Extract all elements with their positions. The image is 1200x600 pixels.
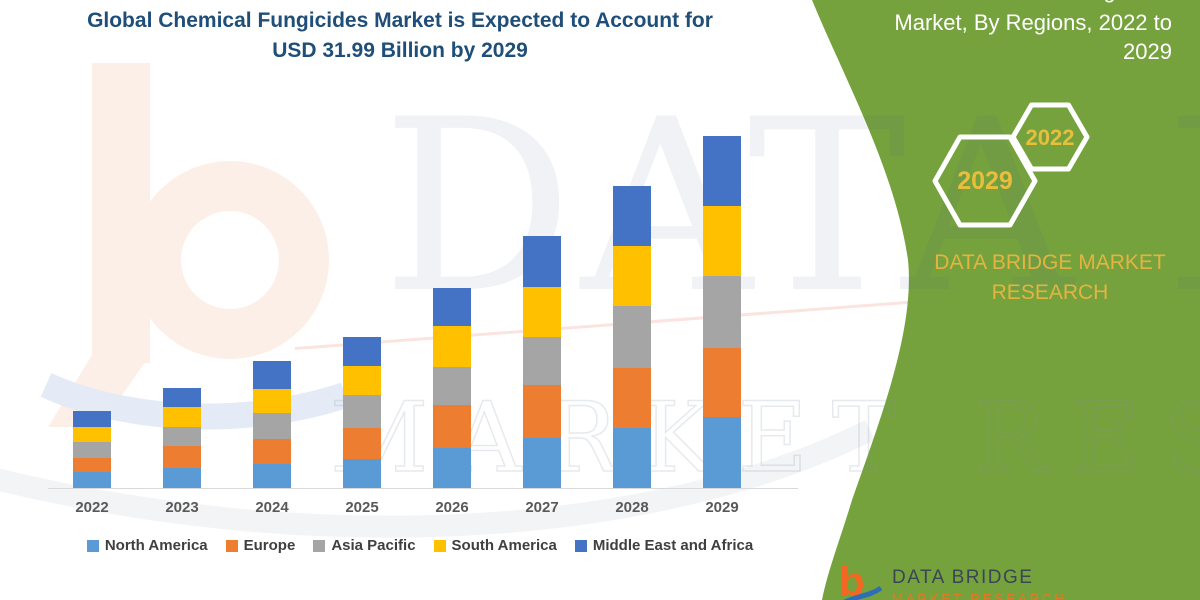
stacked-bar-2028 [613, 186, 651, 488]
bar-segment-2026-north-america [433, 448, 471, 488]
bar-segment-2029-middle-east-and-africa [703, 136, 741, 206]
bar-segment-2028-middle-east-and-africa [613, 186, 651, 246]
x-axis-label-2024: 2024 [255, 499, 289, 516]
footer-logo-brand: DATA BRIDGE [892, 567, 1034, 588]
chart-title-line1: Global Chemical Fungicides Market is Exp… [87, 9, 713, 32]
bar-segment-2027-middle-east-and-africa [523, 236, 561, 287]
legend-swatch-icon [225, 539, 238, 552]
brand-heading: DATA BRIDGE MARKET RESEARCH [905, 248, 1195, 308]
bar-segment-2025-south-america [343, 366, 381, 395]
stacked-bar-2024 [253, 361, 291, 488]
hexagon-2029 [932, 134, 1038, 228]
legend-label: Europe [243, 537, 296, 554]
bar-segment-2024-europe [253, 439, 291, 464]
hexagon-2029-label: 2029 [957, 167, 1013, 195]
bar-segment-2028-asia-pacific [613, 306, 651, 368]
bar-segment-2022-north-america [73, 472, 111, 488]
bar-segment-2023-europe [163, 446, 201, 468]
stacked-bar-2022 [73, 411, 111, 488]
legend-item-middle-east-and-africa: Middle East and Africa [574, 537, 754, 554]
year-hexagons: 2029 2022 [932, 102, 1090, 228]
bar-segment-2023-north-america [163, 468, 201, 488]
bar-segment-2028-south-america [613, 246, 651, 306]
footer-logo: b DATA BRIDGE MARKET RESEARCH [838, 562, 1067, 600]
bar-chart: 2022 2023 2024 2025 2026 2027 2028 2029 [73, 136, 741, 516]
b-bowl [131, 161, 329, 359]
legend-label: South America [451, 537, 557, 554]
bar-segment-2022-south-america [73, 427, 111, 442]
bar-segment-2024-south-america [253, 389, 291, 413]
legend-item-europe: Europe [225, 537, 296, 554]
panel-heading-line2: 2029 [1123, 39, 1172, 64]
chart-title: Global Chemical Fungicides Market is Exp… [60, 6, 740, 66]
bar-segment-2022-europe [73, 458, 111, 472]
bar-segment-2026-middle-east-and-africa [433, 288, 471, 326]
bar-segment-2029-europe [703, 348, 741, 417]
x-axis-label-2026: 2026 [435, 499, 469, 516]
footer-logo-b-icon: b [839, 562, 882, 600]
bar-segment-2028-north-america [613, 428, 651, 488]
bar-segment-2023-middle-east-and-africa [163, 388, 201, 407]
footer-logo-sub: MARKET RESEARCH [892, 591, 1067, 600]
x-axis-label-2023: 2023 [165, 499, 199, 516]
x-axis-label-2022: 2022 [75, 499, 109, 516]
x-axis-line [48, 488, 798, 489]
x-axis-label-2025: 2025 [345, 499, 379, 516]
legend-item-south-america: South America [433, 537, 557, 554]
chart-legend: North America Europe Asia Pacific South Ame… [38, 537, 802, 554]
b-stem [92, 63, 150, 363]
panel-heading-clipped-line: Global Chemical Fungicides [898, 0, 1172, 6]
bar-segment-2025-north-america [343, 459, 381, 488]
bar-segment-2026-asia-pacific [433, 367, 471, 405]
bar-segment-2029-north-america [703, 417, 741, 488]
bar-segment-2027-asia-pacific [523, 337, 561, 385]
bar-segment-2027-south-america [523, 287, 561, 337]
legend-label: North America [104, 537, 208, 554]
bar-segment-2023-asia-pacific [163, 427, 201, 446]
hexagon-2022 [1010, 102, 1090, 172]
bar-segment-2027-north-america [523, 438, 561, 488]
legend-swatch-icon [313, 539, 326, 552]
stacked-bar-2027 [523, 236, 561, 488]
legend-item-asia-pacific: Asia Pacific [313, 537, 416, 554]
bar-segment-2027-europe [523, 385, 561, 438]
bar-segment-2026-europe [433, 405, 471, 448]
bar-segment-2022-asia-pacific [73, 442, 111, 458]
bar-segment-2025-middle-east-and-africa [343, 337, 381, 366]
bar-segment-2026-south-america [433, 326, 471, 367]
legend-label: Asia Pacific [331, 537, 416, 554]
bar-segment-2025-asia-pacific [343, 395, 381, 428]
brand-heading-line2: RESEARCH [991, 281, 1109, 304]
bar-segment-2022-middle-east-and-africa [73, 411, 111, 427]
hexagon-2022-label: 2022 [1026, 125, 1075, 150]
databridge-b-watermark [40, 63, 350, 430]
bar-segment-2029-south-america [703, 206, 741, 276]
x-axis-label-2029: 2029 [705, 499, 739, 516]
stacked-bar-2029 [703, 136, 741, 488]
bar-segment-2024-north-america [253, 464, 291, 488]
stacked-bar-2023 [163, 388, 201, 488]
x-axis-label-2028: 2028 [615, 499, 649, 516]
legend-label: Middle East and Africa [592, 537, 754, 554]
bar-segment-2028-europe [613, 368, 651, 428]
svg-text:b: b [839, 562, 865, 600]
bar-segment-2029-asia-pacific [703, 276, 741, 348]
panel-heading: Market, By Regions, 2022 to 2029 [894, 8, 1172, 66]
stacked-bar-2026 [433, 288, 471, 488]
stacked-bar-2025 [343, 337, 381, 488]
legend-swatch-icon [433, 539, 446, 552]
x-axis-label-2027: 2027 [525, 499, 559, 516]
bar-segment-2024-middle-east-and-africa [253, 361, 291, 389]
brand-heading-line1: DATA BRIDGE MARKET [934, 251, 1166, 274]
legend-swatch-icon [574, 539, 587, 552]
legend-item-north-america: North America [86, 537, 208, 554]
panel-heading-line1: Market, By Regions, 2022 to [894, 10, 1172, 35]
bar-segment-2023-south-america [163, 407, 201, 427]
bar-segment-2024-asia-pacific [253, 413, 291, 439]
bar-segment-2025-europe [343, 428, 381, 459]
legend-swatch-icon [86, 539, 99, 552]
chart-title-line2: USD 31.99 Billion by 2029 [272, 39, 528, 62]
